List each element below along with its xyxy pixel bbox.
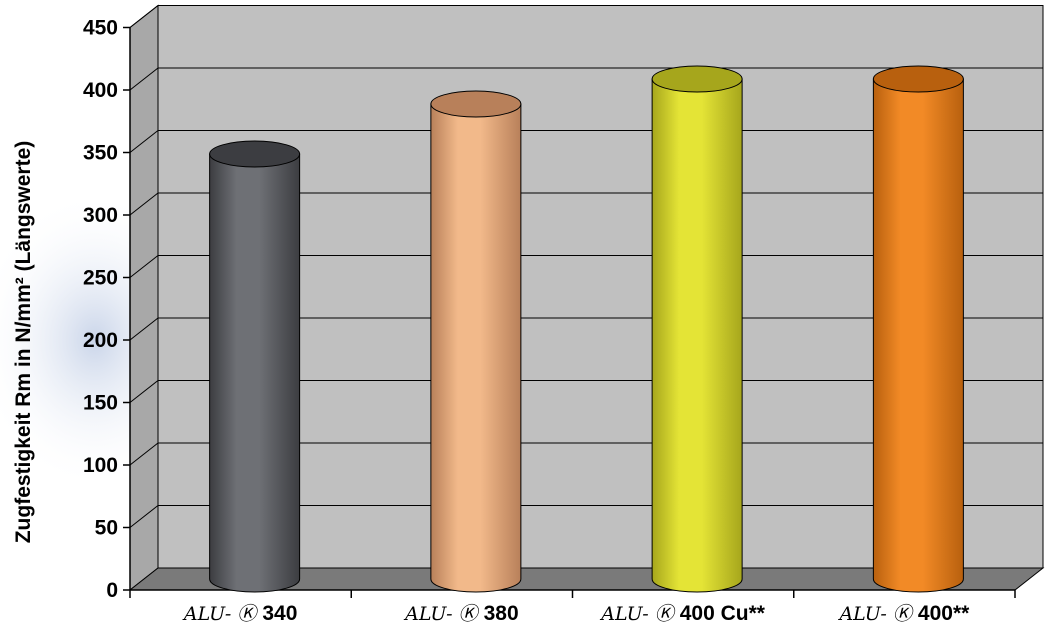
gridline-side (129, 67, 159, 91)
y-tick-label: 0 (106, 579, 118, 602)
gridline-side (129, 130, 159, 153)
y-tick-label: 250 (83, 267, 118, 290)
bar-2 (430, 90, 522, 593)
bars (209, 65, 964, 593)
bar-4 (872, 65, 964, 593)
gridline-side (129, 317, 159, 341)
bar-body (430, 103, 522, 593)
y-tick-label: 200 (83, 329, 118, 352)
y-tick-label: 450 (83, 17, 118, 40)
gridline-side (129, 442, 159, 466)
y-tick-label: 400 (83, 79, 118, 102)
y-tick-label: 350 (83, 142, 118, 165)
bar-body (651, 78, 743, 593)
y-tick-labels: 0 50 100 150 200 250 300 350 400 450 (83, 17, 118, 603)
side-wall (129, 4, 159, 592)
x-category-label: ALU- Ⓚ 380 (403, 602, 519, 625)
bar-top (651, 65, 743, 93)
gridline-side (129, 505, 159, 528)
y-tick-label: 150 (83, 392, 118, 415)
gridline-side (129, 5, 159, 28)
bar-top (209, 140, 301, 168)
bar-top (430, 90, 522, 118)
x-category-labels: ALU- Ⓚ 340 ALU- Ⓚ 380 ALU- Ⓚ 400 Cu** ALU- … (182, 602, 970, 625)
gridline-side (129, 255, 159, 278)
x-category-label: ALU- Ⓚ 400 Cu** (599, 602, 766, 625)
y-axis-label: Zugfestigkeit Rm in N/mm² (Längswerte) (12, 141, 35, 544)
gridline-side (129, 192, 159, 216)
x-category-label: ALU- Ⓚ 340 (182, 602, 298, 625)
bar-top (872, 65, 964, 93)
gridline-side (129, 380, 159, 403)
y-tick-label: 100 (83, 454, 118, 477)
y-tick-label: 50 (95, 517, 118, 540)
bar-body (872, 78, 964, 593)
bar-body (209, 153, 301, 593)
chart-walls (128, 4, 1045, 592)
x-category-label: ALU- Ⓚ 400** (837, 602, 970, 625)
bar-3 (651, 65, 743, 593)
y-tick-label: 300 (83, 204, 118, 227)
bar-1 (209, 140, 301, 593)
